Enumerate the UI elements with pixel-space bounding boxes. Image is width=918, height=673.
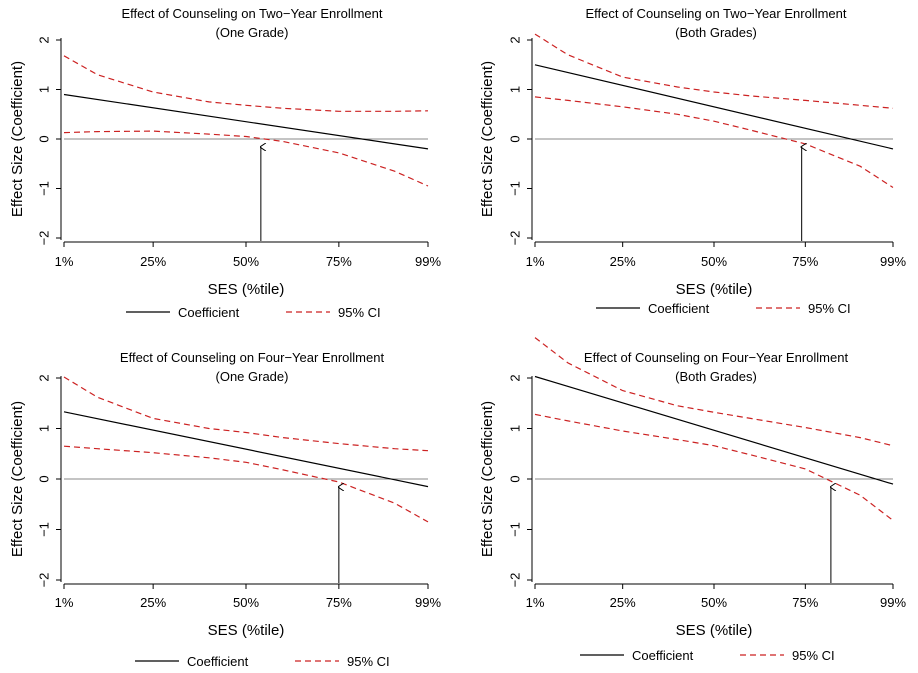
y-axis-label: Effect Size (Coefficient) (9, 401, 26, 557)
x-tick-label: 50% (233, 595, 259, 610)
chart-subtitle: (One Grade) (216, 25, 289, 40)
x-tick-label: 25% (140, 595, 166, 610)
x-tick-label: 1% (55, 595, 74, 610)
x-axis-label: SES (%tile) (676, 622, 753, 639)
y-tick-label: 0 (36, 475, 51, 482)
y-tick-label: −1 (36, 522, 51, 537)
x-tick-label: 75% (792, 595, 818, 610)
legend: Coefficient 95% CI (135, 654, 390, 669)
x-tick-label: 75% (326, 254, 352, 269)
y-tick-label: 0 (507, 135, 522, 142)
legend-coefficient-label: Coefficient (178, 305, 240, 320)
legend-ci-label: 95% CI (808, 301, 851, 316)
y-tick-label: 0 (36, 135, 51, 142)
legend: Coefficient 95% CI (126, 305, 381, 320)
y-axis-label: Effect Size (Coefficient) (479, 61, 496, 217)
legend-coefficient-label: Coefficient (187, 654, 249, 669)
legend-ci-label: 95% CI (338, 305, 381, 320)
y-tick-label: 1 (507, 425, 522, 432)
ci-lower-line (534, 96, 894, 189)
chart-panel-3: Effect of Counseling on Four−Year Enroll… (9, 350, 441, 669)
y-axis-label: Effect Size (Coefficient) (479, 401, 496, 557)
x-tick-label: 25% (610, 254, 636, 269)
legend: Coefficient 95% CI (580, 648, 835, 663)
y-tick-label: 2 (36, 374, 51, 381)
x-tick-label: 1% (526, 254, 545, 269)
x-tick-label: 50% (701, 254, 727, 269)
y-tick-label: −2 (36, 573, 51, 588)
coefficient-line (534, 64, 894, 150)
legend: Coefficient 95% CI (596, 301, 851, 316)
x-axis-label: SES (%tile) (208, 622, 285, 639)
chart-panel-4: Effect of Counseling on Four−Year Enroll… (479, 337, 906, 663)
x-tick-label: 99% (880, 254, 906, 269)
x-tick-label: 99% (880, 595, 906, 610)
chart-title: Effect of Counseling on Four−Year Enroll… (584, 350, 849, 365)
x-axis-label: SES (%tile) (676, 281, 753, 298)
y-tick-label: −2 (36, 231, 51, 246)
ci-lower-line (63, 130, 429, 187)
y-tick-label: 2 (507, 36, 522, 43)
y-tick-label: 2 (36, 36, 51, 43)
y-tick-label: 2 (507, 374, 522, 381)
y-tick-label: −1 (36, 181, 51, 196)
chart-panel-1: Effect of Counseling on Two−Year Enrollm… (9, 6, 441, 320)
chart-panel-2: Effect of Counseling on Two−Year Enrollm… (479, 6, 906, 316)
coefficient-line (534, 375, 894, 485)
y-tick-label: 1 (36, 86, 51, 93)
x-axis-label: SES (%tile) (208, 281, 285, 298)
x-tick-label: 1% (55, 254, 74, 269)
chart-title: Effect of Counseling on Two−Year Enrollm… (585, 6, 846, 21)
ci-upper-line (63, 55, 429, 112)
chart-title: Effect of Counseling on Two−Year Enrollm… (121, 6, 382, 21)
y-axis-label: Effect Size (Coefficient) (9, 61, 26, 217)
chart-subtitle: (Both Grades) (675, 369, 757, 384)
y-tick-label: 1 (36, 425, 51, 432)
chart-title: Effect of Counseling on Four−Year Enroll… (120, 350, 385, 365)
x-tick-label: 75% (326, 595, 352, 610)
ci-upper-line (534, 33, 894, 109)
ci-lower-line (534, 413, 894, 521)
y-tick-label: 0 (507, 475, 522, 482)
x-tick-label: 50% (233, 254, 259, 269)
x-tick-label: 75% (792, 254, 818, 269)
x-tick-label: 99% (415, 254, 441, 269)
y-tick-label: −2 (507, 573, 522, 588)
legend-coefficient-label: Coefficient (632, 648, 694, 663)
x-tick-label: 1% (526, 595, 545, 610)
ci-lower-line (63, 445, 429, 523)
x-tick-label: 50% (701, 595, 727, 610)
chart-subtitle: (Both Grades) (675, 25, 757, 40)
coefficient-line (63, 93, 429, 150)
ci-upper-line (63, 376, 429, 452)
legend-ci-label: 95% CI (347, 654, 390, 669)
y-tick-label: −1 (507, 522, 522, 537)
x-tick-label: 99% (415, 595, 441, 610)
coefficient-line (63, 411, 429, 488)
chart-subtitle: (One Grade) (216, 369, 289, 384)
y-tick-label: −2 (507, 231, 522, 246)
y-tick-label: −1 (507, 181, 522, 196)
legend-ci-label: 95% CI (792, 648, 835, 663)
x-tick-label: 25% (140, 254, 166, 269)
x-tick-label: 25% (610, 595, 636, 610)
legend-coefficient-label: Coefficient (648, 301, 710, 316)
ci-upper-line (534, 337, 894, 447)
y-tick-label: 1 (507, 86, 522, 93)
